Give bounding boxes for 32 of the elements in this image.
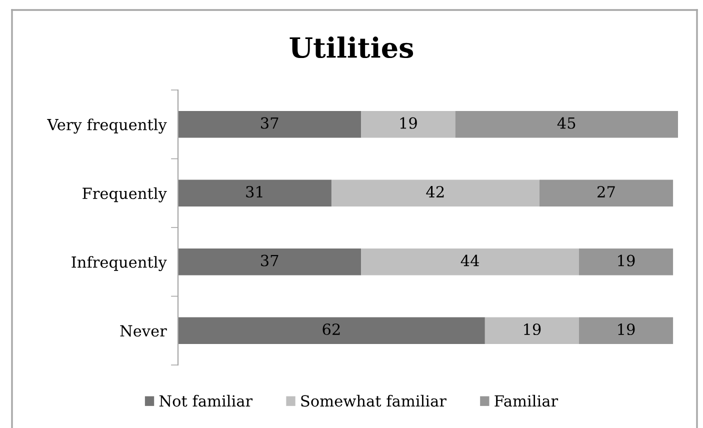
bar <box>178 110 362 138</box>
data-label: 62 <box>322 324 340 336</box>
y-tick-label: Very frequently <box>47 118 167 134</box>
bar <box>484 317 579 344</box>
legend-label: Somewhat familiar <box>301 394 446 407</box>
bar <box>331 180 540 207</box>
legend-label: Familiar <box>494 394 558 407</box>
bar <box>539 180 674 207</box>
bar <box>178 248 362 276</box>
bar <box>361 248 579 276</box>
data-label: 42 <box>426 186 444 198</box>
data-label: 37 <box>261 254 278 266</box>
y-tick-label: Infrequently <box>72 256 167 272</box>
bar <box>178 180 332 207</box>
y-tick-label: Frequently <box>82 187 167 202</box>
data-label: 27 <box>598 186 615 198</box>
legend-label: Not familiar <box>159 394 253 407</box>
data-label: 37 <box>261 117 278 129</box>
data-label: 19 <box>400 117 417 129</box>
bar <box>578 317 674 344</box>
bar <box>178 317 485 344</box>
y-tick-label: Never <box>120 325 167 337</box>
bar <box>455 110 678 138</box>
data-label: 44 <box>460 254 480 266</box>
data-label: 31 <box>246 186 262 198</box>
bar <box>361 110 456 138</box>
bar <box>578 248 674 276</box>
data-label: 45 <box>557 117 576 129</box>
data-label: 19 <box>618 324 635 336</box>
data-label: 19 <box>618 254 635 266</box>
chart-title: Utilities <box>290 36 414 58</box>
data-label: 19 <box>524 324 541 336</box>
